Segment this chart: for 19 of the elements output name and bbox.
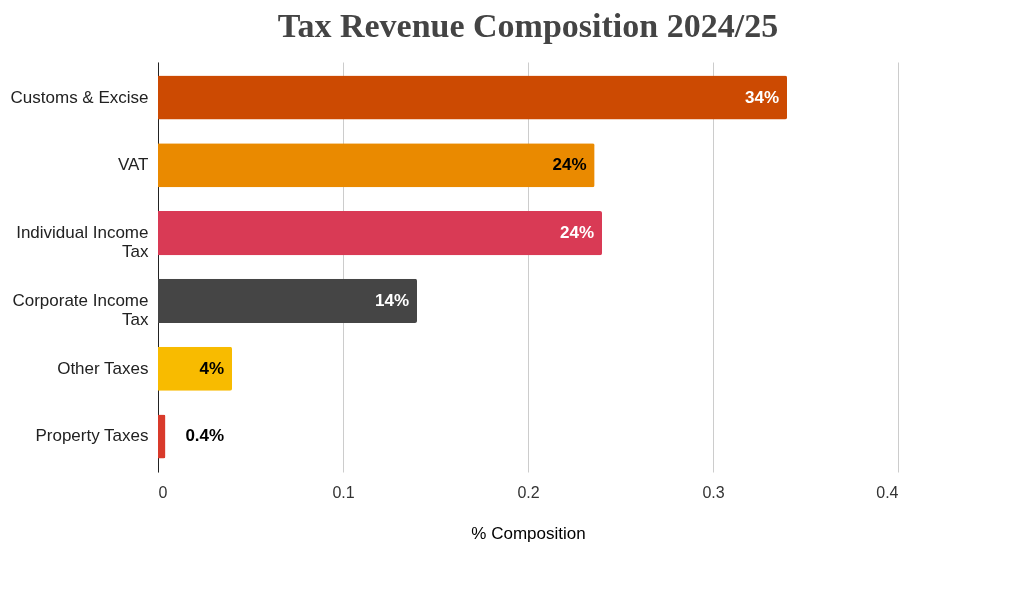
y-tick-label: Property Taxes bbox=[35, 426, 149, 446]
chart-title: Tax Revenue Composition 2024/25 bbox=[277, 7, 779, 44]
data-label: 24% bbox=[559, 223, 594, 243]
y-tick-label: Customs & Excise bbox=[10, 87, 149, 107]
x-tick-label: 0.1 bbox=[332, 483, 355, 501]
y-tick-label: VAT bbox=[117, 155, 149, 175]
data-label: 34% bbox=[744, 87, 779, 107]
y-tick-label: Corporate Income Tax bbox=[12, 290, 149, 329]
y-tick-label: Other Taxes bbox=[57, 358, 149, 378]
x-tick-label: 0.4 bbox=[876, 483, 899, 501]
y-tick-label: Individual Income Tax bbox=[16, 223, 149, 262]
data-label: 24% bbox=[552, 155, 587, 175]
data-label: 0.4% bbox=[185, 426, 225, 446]
x-tick-label: 0.3 bbox=[702, 483, 725, 501]
x-tick-label: 0 bbox=[158, 483, 168, 501]
x-axis-title: % Composition bbox=[471, 523, 586, 543]
data-label: 4% bbox=[199, 358, 224, 378]
x-tick-label: 0.2 bbox=[517, 483, 540, 501]
data-label: 14% bbox=[374, 290, 409, 310]
